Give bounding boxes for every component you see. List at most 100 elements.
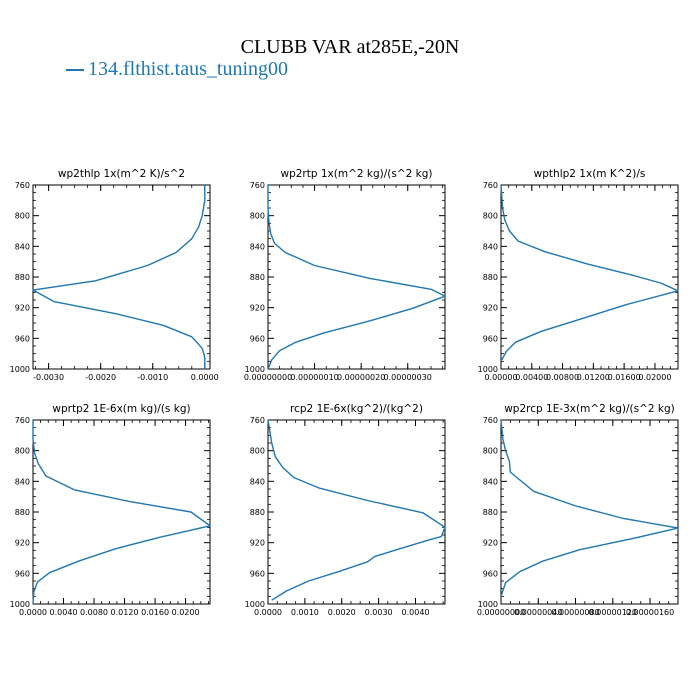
series-line	[267, 185, 446, 370]
y-tick-label: 880	[15, 273, 30, 282]
y-tick-label: 800	[15, 212, 30, 221]
series-line	[32, 420, 211, 605]
x-tick-label: 0.0080	[80, 608, 108, 617]
y-tick-label: 760	[250, 181, 265, 190]
series-line	[500, 419, 679, 597]
y-tick-label: 1000	[245, 365, 265, 374]
y-tick-label: 920	[15, 539, 30, 548]
y-tick-label: 920	[15, 304, 30, 313]
y-tick-label: 840	[15, 477, 30, 486]
legend-line-swatch	[66, 68, 84, 71]
y-tick-label: 760	[250, 416, 265, 425]
x-tick-label: 0.01200	[577, 373, 610, 382]
y-tick-label: 800	[250, 212, 265, 221]
figure-title: CLUBB VAR at285E,-20N	[240, 36, 460, 58]
plot-frame	[267, 184, 446, 370]
series-line	[500, 184, 679, 361]
x-tick-label: 0.00800	[546, 373, 579, 382]
y-tick-label: 1000	[245, 600, 265, 609]
y-tick-label: 920	[250, 539, 265, 548]
x-tick-label: 0.0200	[172, 608, 200, 617]
y-tick-label: 920	[250, 304, 265, 313]
y-tick-label: 880	[15, 508, 30, 517]
y-tick-label: 960	[15, 334, 30, 343]
panel-1: wp2thlp 1x(m^2 K)/s^2 760 800 840 880 920 960 1…	[10, 168, 219, 382]
y-tick-label: 760	[483, 416, 498, 425]
plot-frame	[32, 184, 211, 370]
panel-5: rcp2 1E-6x(kg^2)/(kg^2) 760 800 840 880 920 96…	[245, 403, 446, 617]
y-tick-label: 800	[483, 447, 498, 456]
plot-frame	[32, 419, 211, 605]
x-tick-label: 0.0010	[291, 608, 319, 617]
y-tick-label: 760	[15, 416, 30, 425]
x-tick-label: 0.00000010	[290, 373, 338, 382]
x-tick-label: 0.00000120	[589, 608, 637, 617]
y-tick-label: 880	[250, 508, 265, 517]
x-tick-label: -0.0020	[85, 373, 116, 382]
x-tick-label: 0.0040	[50, 608, 78, 617]
legend-label: 134.flthist.taus_tuning00	[88, 58, 288, 80]
series-line	[267, 419, 446, 601]
y-tick-label: 920	[483, 539, 498, 548]
y-tick-label: 760	[483, 181, 498, 190]
legend: 134.flthist.taus_tuning00	[66, 58, 288, 81]
x-tick-label: 0.0000	[19, 608, 47, 617]
y-tick-label: 1000	[478, 600, 498, 609]
panel-title: rcp2 1E-6x(kg^2)/(kg^2)	[290, 403, 423, 415]
x-tick-label: 0.00000020	[337, 373, 385, 382]
y-tick-label: 840	[250, 242, 265, 251]
y-tick-label: 880	[483, 273, 498, 282]
x-tick-label: 0.00000160	[626, 608, 674, 617]
panel-6: wp2rcp 1E-3x(m^2 kg)/(s^2 kg) 760 800 840 88…	[477, 403, 679, 617]
x-tick-label: -0.0010	[137, 373, 168, 382]
y-tick-label: 840	[483, 242, 498, 251]
y-tick-label: 960	[250, 569, 265, 578]
x-tick-label: 0.00000000	[477, 608, 525, 617]
panel-4: wprtp2 1E-6x(m kg)/(s kg) 760 800 840 880 920…	[10, 403, 211, 617]
x-tick-label: 0.00000080	[551, 608, 599, 617]
x-tick-label: 0.0000	[191, 373, 219, 382]
x-tick-label: 0.00000040	[514, 608, 562, 617]
y-tick-label: 960	[483, 334, 498, 343]
panel-title: wprtp2 1E-6x(m kg)/(s kg)	[52, 403, 190, 415]
x-tick-label: 0.00400	[515, 373, 548, 382]
y-tick-label: 760	[15, 181, 30, 190]
panel-title: wpthlp2 1x(m K^2)/s	[534, 168, 646, 180]
series-line	[32, 185, 206, 369]
y-tick-label: 840	[15, 242, 30, 251]
panel-title: wp2rcp 1E-3x(m^2 kg)/(s^2 kg)	[504, 403, 675, 415]
y-tick-label: 880	[483, 508, 498, 517]
panel-title: wp2thlp 1x(m^2 K)/s^2	[58, 168, 185, 180]
x-tick-label: 0.02000	[638, 373, 671, 382]
plot-frame	[500, 419, 679, 605]
y-tick-label: 840	[483, 477, 498, 486]
y-tick-label: 840	[250, 477, 265, 486]
x-tick-label: 0.0160	[141, 608, 169, 617]
y-tick-label: 800	[15, 447, 30, 456]
panel-title: wp2rtp 1x(m^2 kg)/(s^2 kg)	[280, 168, 432, 180]
x-tick-label: -0.0030	[33, 373, 64, 382]
x-tick-label: 0.00000030	[384, 373, 432, 382]
x-tick-label: 0.00000	[484, 373, 517, 382]
panel-3: wpthlp2 1x(m K^2)/s 760 800 840 880 920 960 100…	[478, 168, 679, 382]
y-tick-label: 920	[483, 304, 498, 313]
y-tick-label: 1000	[478, 365, 498, 374]
x-tick-label: 0.0000	[254, 608, 282, 617]
x-tick-label: 0.0020	[328, 608, 356, 617]
y-tick-label: 960	[250, 334, 265, 343]
x-tick-label: 0.0120	[111, 608, 139, 617]
y-tick-label: 960	[15, 569, 30, 578]
x-tick-label: 0.00000000	[244, 373, 292, 382]
plot-frame	[500, 184, 679, 370]
y-tick-label: 800	[250, 447, 265, 456]
panel-2: wp2rtp 1x(m^2 kg)/(s^2 kg) 760 800 840 880 92…	[244, 168, 446, 382]
x-tick-label: 0.0030	[365, 608, 393, 617]
x-tick-label: 0.0040	[402, 608, 430, 617]
y-tick-label: 1000	[10, 600, 30, 609]
y-tick-label: 1000	[10, 365, 30, 374]
y-tick-label: 960	[483, 569, 498, 578]
x-tick-label: 0.01600	[608, 373, 641, 382]
y-tick-label: 800	[483, 212, 498, 221]
